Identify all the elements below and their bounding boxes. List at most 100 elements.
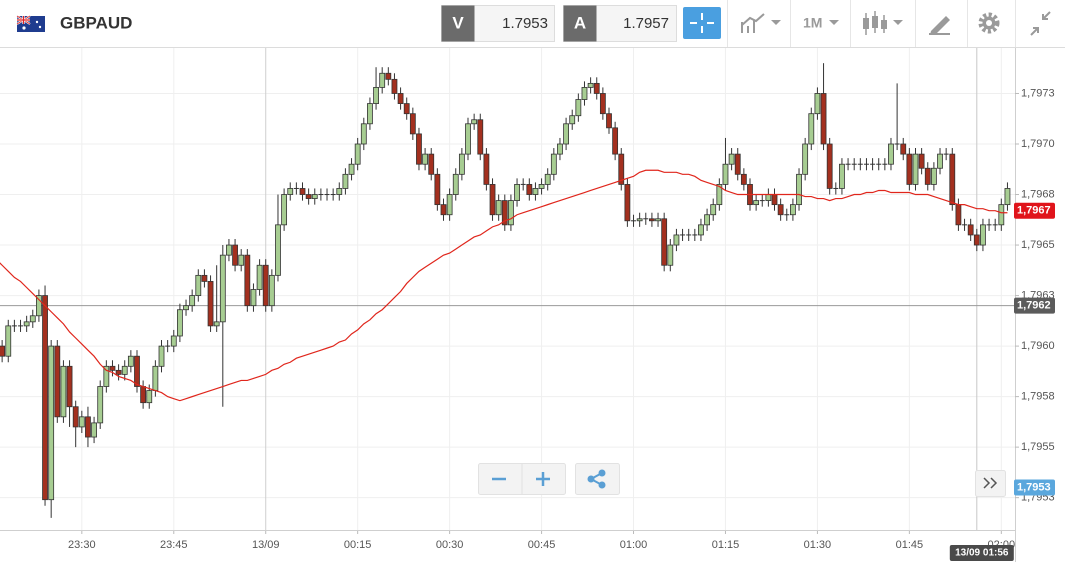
candle-body <box>330 194 336 196</box>
candle-body <box>452 173 459 195</box>
candle-body <box>91 422 97 438</box>
candle-body <box>802 143 809 175</box>
candle-body <box>673 234 680 246</box>
y-tick-label: 1,7965 <box>1021 239 1055 251</box>
candle-body <box>649 218 655 222</box>
cursor-time-tag <box>949 545 1014 561</box>
ma-price-tag-label: 1,7967 <box>1017 205 1051 217</box>
bid-label: V <box>452 13 464 32</box>
candle-body <box>734 153 741 175</box>
candle-body <box>354 143 361 165</box>
candle-body <box>538 184 545 189</box>
candle-body <box>428 153 435 175</box>
candle-body <box>54 345 61 418</box>
settings-button[interactable] <box>978 12 1000 34</box>
candle-body <box>360 123 367 145</box>
candle-body <box>992 224 998 226</box>
candle-body <box>563 123 569 145</box>
candle-style-button[interactable] <box>863 11 903 35</box>
candle-body <box>367 103 373 125</box>
candle-body <box>471 119 478 125</box>
candle-body <box>29 315 36 323</box>
candle-body <box>728 153 735 165</box>
candle-body <box>232 244 238 266</box>
candle-body <box>544 173 551 185</box>
chart-type-button[interactable] <box>741 13 781 33</box>
candle-body <box>238 254 245 266</box>
candle-body <box>201 274 208 282</box>
candle-body <box>244 254 251 307</box>
candle-body <box>465 123 471 155</box>
candle-body <box>440 204 447 216</box>
candle-body <box>937 153 943 169</box>
crosshair-button[interactable] <box>683 7 721 39</box>
collapse-button[interactable] <box>1030 11 1051 36</box>
timeframe[interactable]: 1M <box>803 15 822 31</box>
candle-body <box>759 200 765 202</box>
candle-body <box>385 72 392 80</box>
candle-body <box>808 113 815 145</box>
candle-body <box>624 184 631 222</box>
candle-body <box>581 87 588 100</box>
candle-body <box>146 390 153 404</box>
x-tick-label: 01:30 <box>804 539 832 551</box>
candle-body <box>716 184 723 206</box>
candle-body <box>403 103 410 115</box>
candle-body <box>845 163 851 165</box>
candle-body <box>18 325 24 327</box>
candle-body <box>72 406 79 428</box>
candle-body <box>740 173 747 185</box>
candle-body <box>569 115 576 125</box>
candle-body <box>85 416 91 438</box>
candle-body <box>373 87 379 104</box>
candle-body <box>170 335 177 347</box>
candle-body <box>501 200 508 226</box>
last-price-tag <box>1014 297 1055 314</box>
candle-body <box>686 234 692 236</box>
candle-body <box>655 218 661 222</box>
candle-body <box>851 163 857 165</box>
share-button[interactable] <box>575 463 620 495</box>
candle-body <box>422 153 429 165</box>
draw-tool-button[interactable] <box>929 16 950 35</box>
candle-body <box>771 194 778 206</box>
x-tick-label: 23:45 <box>160 539 188 551</box>
candle-body <box>11 325 17 327</box>
candle-body <box>0 345 6 357</box>
candle-body <box>134 355 140 387</box>
zoom-controls <box>478 463 620 495</box>
cursor-time-label: 13/09 01:56 <box>955 548 1009 559</box>
candle-body <box>820 93 827 145</box>
candle-body <box>618 153 625 185</box>
candle-body <box>753 200 760 206</box>
candle-body <box>980 224 986 246</box>
candle-body <box>36 295 42 317</box>
scroll-to-end-button[interactable] <box>975 470 1006 497</box>
candle-body <box>42 295 48 501</box>
candle-body <box>876 163 882 165</box>
candle-body <box>256 264 263 290</box>
candle-body <box>863 163 869 165</box>
candle-body <box>790 204 796 216</box>
candle-body <box>967 224 974 236</box>
candle-body <box>943 153 949 155</box>
x-tick-label: 00:30 <box>436 539 464 551</box>
candle-body <box>293 187 299 189</box>
candle-body <box>930 167 937 185</box>
candle-body <box>489 184 496 216</box>
timeframe-button[interactable]: 1M <box>803 15 839 31</box>
candle-body <box>281 194 288 226</box>
candle-body <box>391 78 398 94</box>
candle-body <box>287 188 294 195</box>
y-tick-label: 1,7968 <box>1021 188 1055 200</box>
candle-body <box>397 93 404 104</box>
zoom-in[interactable] <box>536 472 550 486</box>
candle-body <box>275 224 281 276</box>
x-tick-label: 01:00 <box>620 539 648 551</box>
candle-body <box>587 82 594 88</box>
candle-body <box>814 93 821 115</box>
candle-body <box>704 214 710 226</box>
candle-body <box>158 345 165 367</box>
candle-body <box>60 365 67 418</box>
candle-body <box>324 194 330 196</box>
